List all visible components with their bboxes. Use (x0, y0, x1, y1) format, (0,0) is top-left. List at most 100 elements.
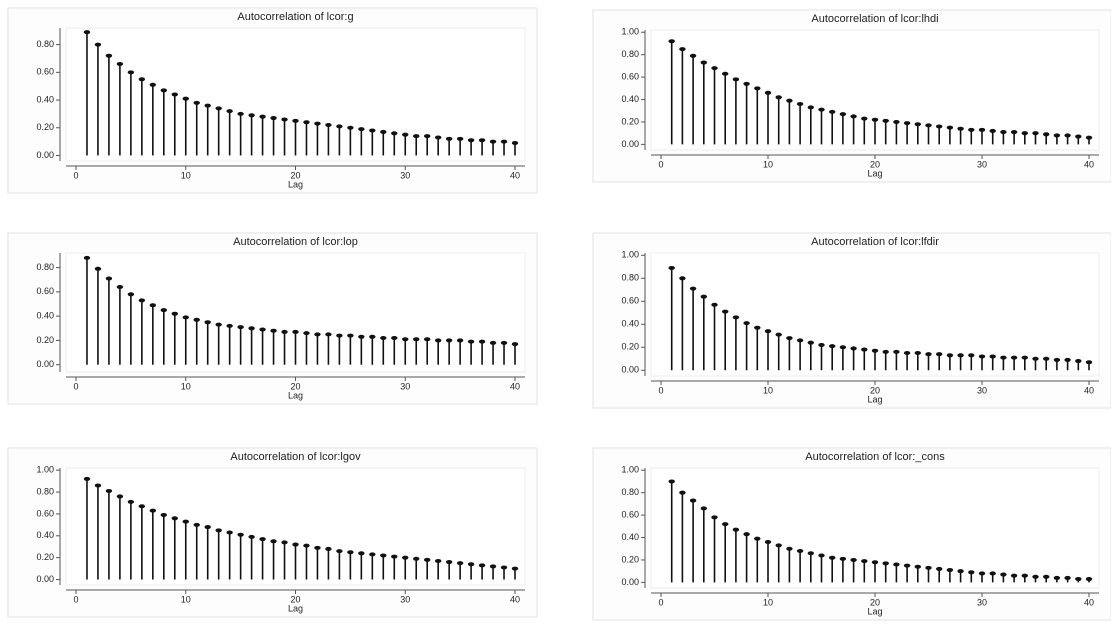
stem-marker (903, 351, 911, 356)
stem-marker (226, 109, 233, 114)
stem-marker (978, 127, 986, 132)
stem-marker (402, 337, 409, 342)
stem-marker (424, 337, 431, 342)
x-tick-label: 10 (763, 385, 773, 395)
y-tick-label: 0.20 (36, 122, 54, 132)
stem-marker (83, 30, 91, 35)
stem-marker (871, 348, 879, 353)
stem-marker (347, 125, 354, 130)
stem-marker (1085, 360, 1093, 365)
stem-marker (237, 325, 244, 330)
y-tick-label: 0.00 (36, 150, 54, 160)
stem-marker (314, 545, 321, 550)
stem-marker (149, 303, 157, 308)
stem-marker (679, 490, 686, 495)
stem-marker (775, 543, 782, 548)
x-tick-label: 10 (763, 597, 773, 607)
stem-marker (1075, 134, 1082, 139)
x-tick-label: 0 (658, 385, 663, 395)
x-tick-label: 20 (870, 385, 880, 395)
stem-marker (511, 566, 519, 571)
stem-marker (182, 96, 189, 101)
stem-marker (968, 570, 975, 575)
stem-marker (786, 546, 793, 551)
stem-marker (336, 333, 343, 338)
stem-marker (380, 336, 387, 340)
stem-marker (946, 568, 954, 573)
y-tick-label: 0.60 (621, 509, 639, 519)
stem-marker (456, 338, 464, 343)
stem-marker (700, 60, 707, 65)
stem-marker (424, 557, 431, 562)
stem-marker (893, 562, 900, 567)
stem-marker (1085, 577, 1093, 582)
x-tick-label: 40 (1084, 385, 1094, 395)
stem-marker (850, 557, 857, 562)
stem-marker (786, 336, 793, 341)
stem-marker (456, 136, 464, 141)
x-tick-label: 40 (1084, 159, 1094, 169)
stem-marker (689, 498, 697, 503)
stem-marker (1021, 573, 1028, 578)
stem-marker (445, 560, 453, 565)
stem-marker (743, 81, 750, 86)
stem-marker (871, 117, 879, 122)
stem-marker (1010, 355, 1018, 360)
stem-marker (946, 353, 954, 358)
stem-marker (105, 53, 113, 58)
stem-marker (358, 551, 365, 556)
x-tick-label: 20 (290, 381, 300, 391)
stem-marker (861, 347, 868, 352)
stem-marker (796, 548, 804, 553)
x-tick-label: 20 (870, 597, 880, 607)
stem-marker (732, 315, 740, 320)
stem-marker (116, 62, 124, 67)
x-tick-label: 10 (181, 170, 191, 180)
stem-marker (818, 342, 825, 347)
y-tick-label: 0.20 (621, 116, 639, 126)
stem-marker (270, 328, 277, 333)
stem-marker (754, 86, 761, 91)
stem-marker (1000, 355, 1007, 360)
stem-marker (764, 329, 772, 334)
stem-marker (193, 522, 200, 527)
stem-marker (369, 128, 376, 133)
stem-marker (968, 353, 975, 358)
stem-marker (215, 322, 222, 327)
stem-marker (957, 353, 964, 358)
stem-marker (116, 494, 124, 499)
stem-marker (882, 118, 889, 123)
y-tick-label: 0.00 (36, 574, 54, 584)
stem-marker (434, 558, 442, 563)
chart-panel: Autocorrelation of lcor:lfdir 0.00 0.20 0.4… (592, 232, 1111, 409)
stem-marker (413, 134, 420, 139)
stem-marker (711, 515, 718, 520)
stem-marker (215, 106, 222, 111)
stem-marker (500, 565, 508, 570)
stem-marker (850, 346, 857, 351)
stem-marker (871, 560, 879, 565)
stem-marker (149, 82, 157, 87)
x-tick-label: 30 (977, 597, 987, 607)
stem-marker (489, 564, 497, 569)
stem-marker (1053, 575, 1061, 580)
stem-marker (511, 140, 519, 145)
stem-marker (775, 95, 782, 100)
stem-marker (925, 352, 932, 357)
stem-marker (391, 336, 398, 340)
stem-marker (807, 105, 814, 110)
stem-marker (182, 519, 189, 524)
stem-marker (732, 77, 740, 82)
stem-marker (314, 332, 321, 337)
stem-marker (149, 508, 157, 513)
stem-marker (1053, 357, 1061, 362)
stem-marker (478, 339, 486, 344)
stem-marker (711, 66, 718, 71)
stem-marker (292, 118, 299, 123)
stem-marker (679, 276, 686, 281)
chart-panel: Autocorrelation of lcor:lhdi 0.00 0.20 0.40… (592, 9, 1111, 183)
y-tick-label: 0.20 (36, 552, 54, 562)
stem-marker (764, 90, 772, 95)
stem-marker (489, 139, 497, 144)
